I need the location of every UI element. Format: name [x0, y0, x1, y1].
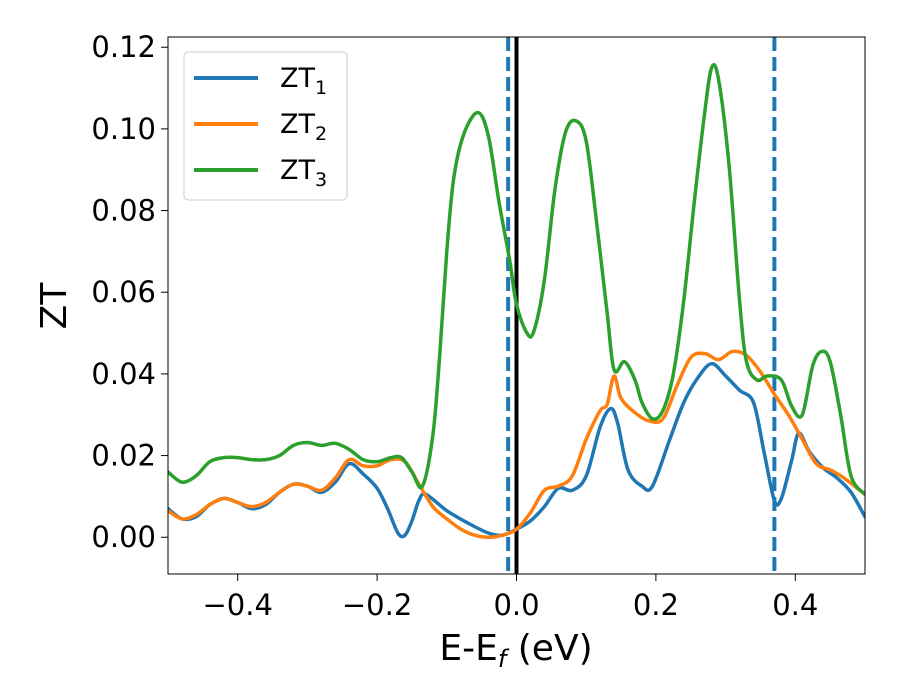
x-tick-label: −0.4 — [202, 588, 272, 622]
x-axis-label-unit: (eV) — [506, 628, 592, 669]
y-tick-label: 0.02 — [91, 439, 156, 473]
y-axis-label: ZT — [34, 282, 75, 330]
y-tick-label: 0.12 — [91, 30, 156, 64]
legend-label-zt3: ZT3 — [280, 155, 327, 191]
legend-label-zt2: ZT2 — [280, 109, 327, 145]
series-line-zt3 — [168, 63, 865, 497]
legend-box — [183, 51, 348, 201]
x-tick-label: 0.2 — [633, 588, 679, 622]
legend-label-zt1: ZT1 — [280, 63, 327, 99]
y-axis-ticks: 0.00 0.02 0.04 0.06 0.08 0.10 0.12 — [91, 30, 168, 554]
y-tick-label: 0.06 — [91, 275, 156, 309]
series-line-zt2 — [168, 349, 865, 539]
x-tick-label: 0.0 — [493, 588, 539, 622]
x-tick-label: 0.4 — [772, 588, 818, 622]
x-axis-label: E-Ef (eV) — [439, 628, 592, 673]
legend: ZT1 ZT2 ZT3 — [183, 51, 348, 201]
y-tick-label: 0.08 — [91, 194, 156, 228]
x-tick-label: −0.2 — [342, 588, 412, 622]
series-lines — [168, 63, 865, 539]
y-tick-label: 0.04 — [91, 357, 156, 391]
y-tick-label: 0.00 — [91, 520, 156, 554]
y-tick-label: 0.10 — [91, 112, 156, 146]
x-axis-ticks: −0.4 −0.2 0.0 0.2 0.4 — [202, 574, 818, 622]
